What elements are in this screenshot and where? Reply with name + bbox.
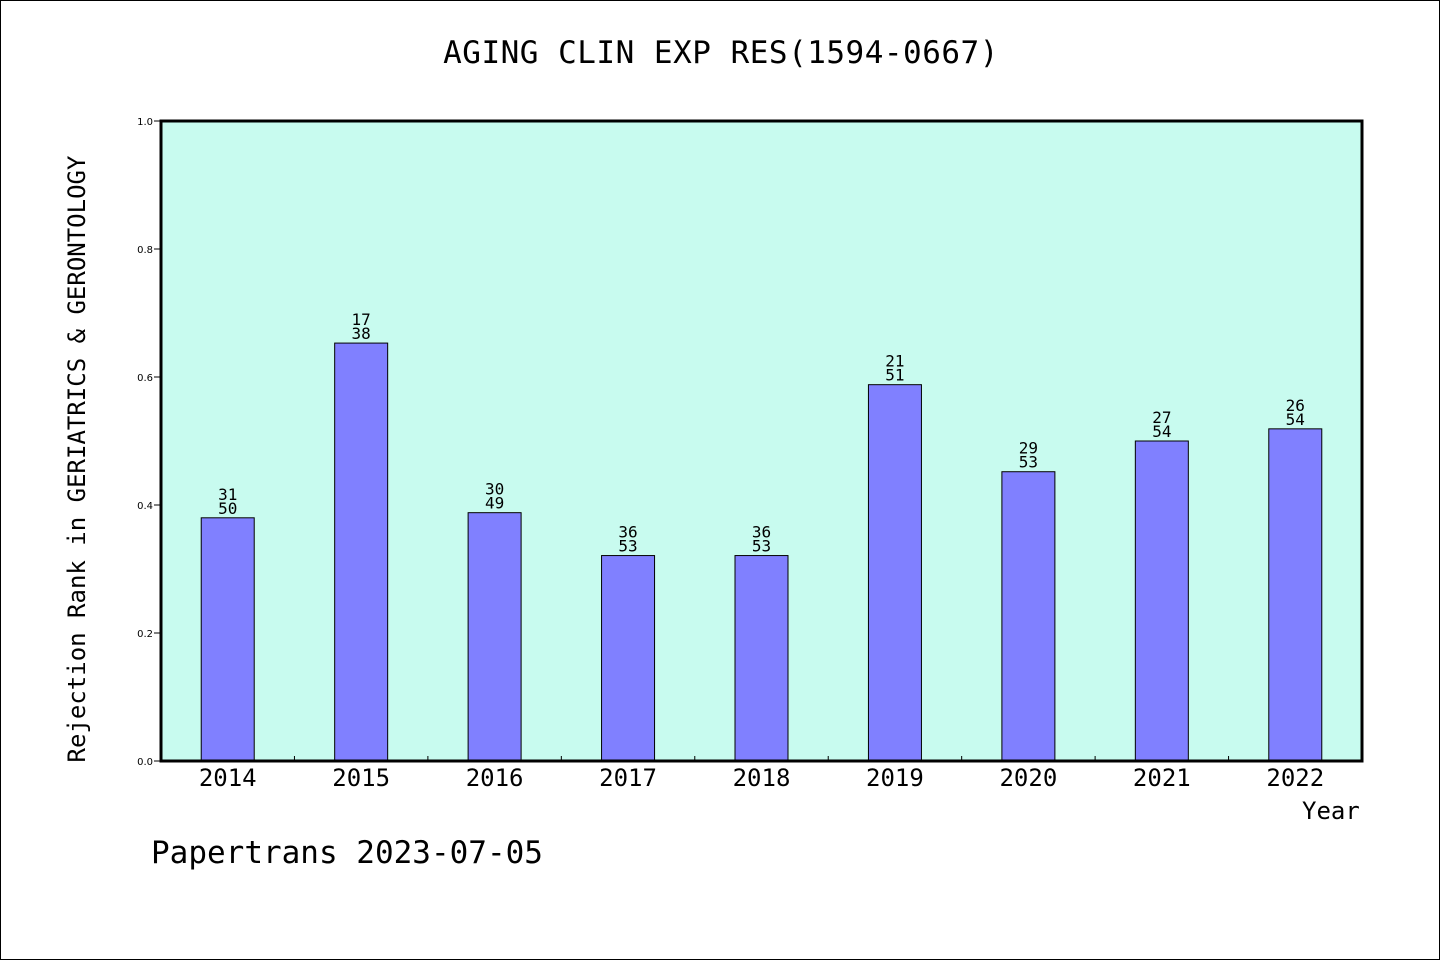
bar-rank-label: 31 — [218, 485, 237, 504]
y-tick-label: 1.0 — [137, 117, 153, 128]
y-tick-label: 0.6 — [137, 373, 153, 384]
bar-total-label: 38 — [352, 324, 371, 343]
x-tick-label: 2016 — [466, 764, 524, 792]
bar-rank-label: 17 — [352, 310, 371, 329]
x-tick-label: 2020 — [999, 764, 1057, 792]
x-tick-label: 2022 — [1266, 764, 1324, 792]
x-tick-label: 2017 — [599, 764, 657, 792]
x-tick-label: 2014 — [199, 764, 257, 792]
bar-total-label: 50 — [218, 499, 237, 518]
bar-2019 — [867, 384, 922, 762]
bar-total-label: 54 — [1152, 422, 1171, 441]
bar-2017 — [601, 555, 656, 762]
footer-text: Papertrans 2023-07-05 — [151, 835, 543, 871]
y-tick-label: 0.2 — [137, 629, 153, 640]
bar-2015 — [334, 342, 389, 762]
plot-border — [159, 119, 1364, 763]
bar-rank-label: 27 — [1152, 408, 1171, 427]
y-tick-label: 0.4 — [137, 501, 153, 512]
x-tick-label: 2018 — [733, 764, 791, 792]
x-tick-label: 2021 — [1133, 764, 1191, 792]
bar-total-label: 53 — [752, 537, 771, 556]
x-tick-label: 2015 — [332, 764, 390, 792]
bar-rank-label: 21 — [885, 352, 904, 371]
bar-total-label: 49 — [485, 494, 504, 513]
bar-total-label: 53 — [618, 537, 637, 556]
chart-title: AGING CLIN EXP RES(1594-0667) — [443, 35, 999, 71]
bar-2021 — [1134, 440, 1189, 762]
bar-rank-label: 36 — [752, 523, 771, 542]
bar-total-label: 53 — [1019, 453, 1038, 472]
x-axis-label: Year — [1302, 797, 1360, 825]
bar-rank-label: 30 — [485, 480, 504, 499]
bar-total-label: 54 — [1286, 410, 1305, 429]
bar-2018 — [734, 555, 789, 762]
bar-rank-label: 36 — [618, 523, 637, 542]
y-tick-label: 0.0 — [137, 757, 153, 768]
y-tick-label: 0.8 — [137, 245, 153, 256]
bar-2020 — [1001, 471, 1056, 762]
bar-rank-label: 26 — [1286, 396, 1305, 415]
bar-rank-label: 29 — [1019, 439, 1038, 458]
bar-total-label: 51 — [885, 366, 904, 385]
x-tick-label: 2019 — [866, 764, 924, 792]
bar-2022 — [1268, 428, 1323, 762]
bar-2014 — [200, 517, 255, 762]
bar-2016 — [467, 512, 522, 762]
